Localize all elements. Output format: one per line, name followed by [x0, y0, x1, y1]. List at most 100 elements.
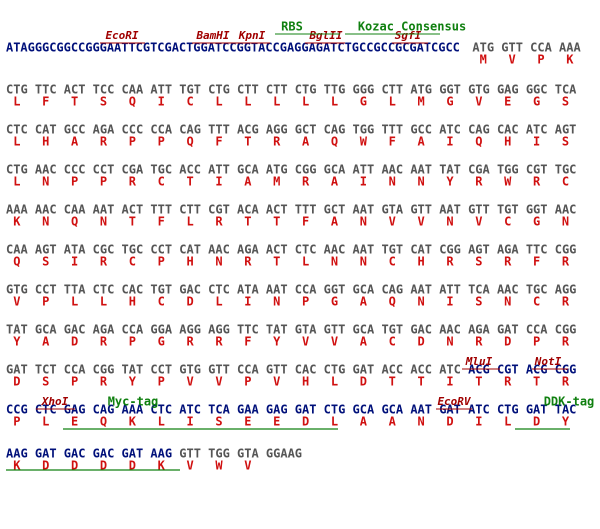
codon: TCT [35, 363, 57, 377]
codon: ATT [208, 163, 230, 177]
amino-acid: V [475, 95, 482, 109]
amino-acid: R [504, 375, 512, 389]
codon: CCA [122, 323, 144, 337]
codon: CGT [497, 363, 519, 377]
codon: CAT [410, 243, 432, 257]
codon: AAC [35, 163, 57, 177]
codon: TTC [526, 243, 548, 257]
amino-acid: P [158, 255, 165, 269]
amino-acid: D [42, 459, 49, 473]
codon: ACC [410, 363, 432, 377]
codon: TGT [381, 323, 403, 337]
amino-acid: T [186, 175, 193, 189]
codon: TGT [381, 243, 403, 257]
amino-acid: D [129, 459, 136, 473]
amino-acid: T [533, 375, 540, 389]
codon: AAT [266, 283, 288, 297]
amino-acid: W [215, 459, 223, 473]
amino-acid: L [13, 175, 20, 189]
amino-acid: P [100, 175, 107, 189]
codon: GTT [179, 447, 201, 461]
amino-acid: P [129, 135, 136, 149]
codon: GGG [353, 83, 375, 97]
amino-acid: I [71, 255, 78, 269]
codon: GTA [237, 447, 259, 461]
codon: ATC [439, 123, 461, 137]
amino-acid: C [389, 255, 396, 269]
codon: AAT [410, 283, 432, 297]
amino-acid: R [562, 375, 570, 389]
codon: CCA [530, 41, 552, 55]
codon: AAC [35, 203, 57, 217]
codon: CGC [93, 243, 115, 257]
codon: CCA [64, 363, 86, 377]
codon: CTG [6, 163, 28, 177]
codon: TCA [555, 83, 577, 97]
amino-acid: A [71, 135, 79, 149]
codon: AAT [410, 163, 432, 177]
codon: TAT [6, 323, 28, 337]
amino-acid: L [389, 95, 396, 109]
amino-acid: G [533, 95, 540, 109]
amino-acid: H [504, 135, 511, 149]
codon: GAG [497, 83, 519, 97]
amino-acid: N [215, 255, 222, 269]
amino-acid: C [129, 255, 136, 269]
amino-acid: Q [71, 215, 78, 229]
amino-acid: E [71, 415, 78, 429]
codon: AAT [353, 243, 375, 257]
amino-acid: K [13, 459, 21, 473]
amino-acid: H [186, 255, 193, 269]
codon: AGG [555, 283, 577, 297]
restriction-site: XhoI [41, 395, 69, 408]
codon: CGT [208, 203, 230, 217]
amino-acid: G [533, 215, 540, 229]
amino-acid: R [562, 335, 570, 349]
codon: TGG [208, 447, 230, 461]
codon: CTG [324, 363, 346, 377]
codon: CAG [179, 123, 201, 137]
codon: GAG [266, 403, 288, 417]
codon: ATT [353, 163, 375, 177]
codon: AAT [410, 403, 432, 417]
codon: TGC [150, 163, 172, 177]
codon: GTT [208, 363, 230, 377]
amino-acid: V [389, 215, 396, 229]
codon: CAC [497, 123, 519, 137]
restriction-site: NotI [534, 355, 562, 368]
codon: GAT [295, 403, 317, 417]
amino-acid: P [71, 175, 78, 189]
amino-acid: M [480, 53, 487, 67]
codon: CCT [93, 163, 115, 177]
amino-acid: T [244, 135, 251, 149]
amino-acid: A [42, 335, 50, 349]
amino-acid: D [533, 415, 540, 429]
codon: GCC [64, 123, 86, 137]
amino-acid: I [215, 175, 222, 189]
codon: ACC [381, 363, 403, 377]
codon: TTG [324, 83, 346, 97]
codon: CAA [64, 203, 86, 217]
amino-acid: I [446, 135, 453, 149]
codon: ACT [122, 203, 144, 217]
codon: ATC [468, 403, 490, 417]
codon: CAC [295, 363, 317, 377]
amino-acid: H [302, 375, 309, 389]
codon: CTG [6, 83, 28, 97]
codon: GGT [439, 83, 461, 97]
amino-acid: S [562, 95, 569, 109]
amino-acid: K [566, 53, 574, 67]
codon: GTT [501, 41, 523, 55]
amino-acid: F [158, 215, 165, 229]
codon: CCA [150, 123, 172, 137]
amino-acid: A [360, 415, 368, 429]
codon: GAC [410, 323, 432, 337]
codon: ACT [266, 203, 288, 217]
amino-acid: A [331, 215, 339, 229]
amino-acid: K [158, 459, 166, 473]
amino-acid: C [158, 295, 165, 309]
amino-acid: L [244, 95, 251, 109]
codon: GCT [324, 203, 346, 217]
amino-acid: P [533, 335, 540, 349]
codon: TGT [150, 283, 172, 297]
